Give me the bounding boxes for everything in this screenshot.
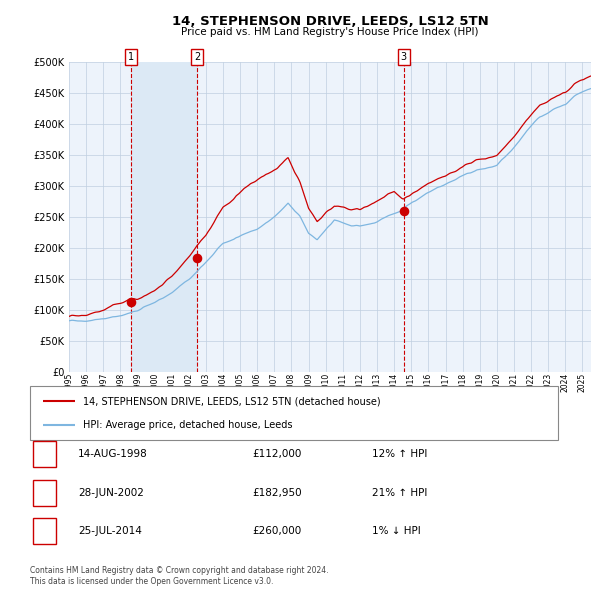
Text: 1: 1 [41, 450, 47, 459]
Text: £112,000: £112,000 [252, 450, 301, 459]
Point [126, 297, 136, 307]
Text: 14-AUG-1998: 14-AUG-1998 [78, 450, 148, 459]
Text: 28-JUN-2002: 28-JUN-2002 [78, 488, 144, 497]
Text: 25-JUL-2014: 25-JUL-2014 [78, 526, 142, 536]
Point [399, 206, 409, 215]
Text: 2: 2 [41, 488, 47, 497]
Text: £260,000: £260,000 [252, 526, 301, 536]
Bar [131, 62, 197, 372]
Text: 14, STEPHENSON DRIVE, LEEDS, LS12 5TN (detached house): 14, STEPHENSON DRIVE, LEEDS, LS12 5TN (d… [83, 396, 380, 407]
Text: HPI: Average price, detached house, Leeds: HPI: Average price, detached house, Leed… [83, 419, 292, 430]
Text: 1% ↓ HPI: 1% ↓ HPI [372, 526, 421, 536]
Text: Price paid vs. HM Land Registry's House Price Index (HPI): Price paid vs. HM Land Registry's House … [181, 27, 479, 37]
Text: 3: 3 [401, 52, 407, 62]
Text: 3: 3 [41, 526, 47, 536]
Text: 12% ↑ HPI: 12% ↑ HPI [372, 450, 427, 459]
Text: £182,950: £182,950 [252, 488, 302, 497]
Point [193, 254, 202, 263]
Text: Contains HM Land Registry data © Crown copyright and database right 2024.: Contains HM Land Registry data © Crown c… [30, 566, 329, 575]
Text: 1: 1 [128, 52, 134, 62]
FancyBboxPatch shape [30, 386, 558, 440]
Text: This data is licensed under the Open Government Licence v3.0.: This data is licensed under the Open Gov… [30, 577, 274, 586]
Text: 21% ↑ HPI: 21% ↑ HPI [372, 488, 427, 497]
Text: 2: 2 [194, 52, 200, 62]
Text: 14, STEPHENSON DRIVE, LEEDS, LS12 5TN: 14, STEPHENSON DRIVE, LEEDS, LS12 5TN [172, 15, 488, 28]
